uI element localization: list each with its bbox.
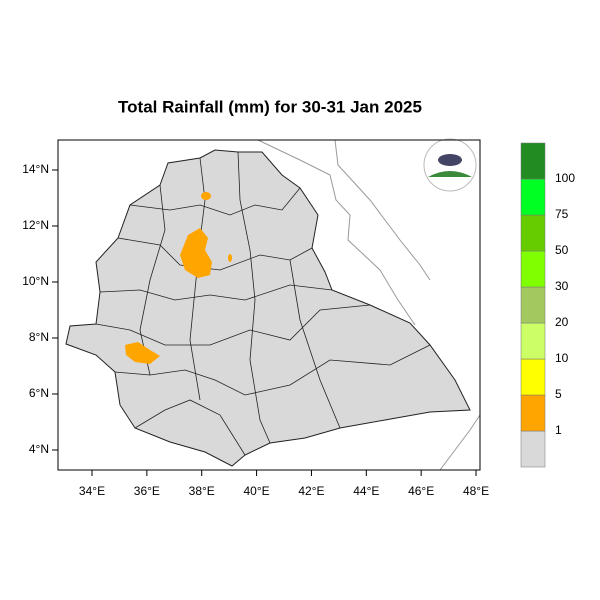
map-title: Total Rainfall (mm) for 30-31 Jan 2025 bbox=[118, 97, 422, 116]
region-border bbox=[289, 259, 341, 429]
legend-label: 5 bbox=[555, 387, 562, 401]
y-tick-label: 4°N bbox=[29, 442, 49, 456]
legend-swatch bbox=[520, 430, 546, 468]
rainfall-patches bbox=[125, 192, 232, 364]
agency-logo bbox=[423, 138, 477, 192]
region-border bbox=[237, 151, 271, 444]
region-border bbox=[134, 399, 246, 456]
neighbor-border bbox=[257, 139, 416, 326]
map-ticks: 34°E 36°E 38°E 40°E 42°E 44°E 46°E 48°E 4°N 6°N 8°… bbox=[22, 162, 489, 498]
y-tick-label: 8°N bbox=[29, 330, 49, 344]
rain-patch bbox=[201, 192, 211, 200]
legend-label: 10 bbox=[555, 351, 569, 365]
legend-swatch bbox=[520, 358, 546, 396]
legend-label: 1 bbox=[555, 423, 562, 437]
legend-label: 75 bbox=[555, 207, 569, 221]
region-border bbox=[114, 344, 431, 396]
legend-label: 100 bbox=[555, 171, 575, 185]
rain-patch bbox=[180, 228, 212, 278]
region-border bbox=[99, 284, 333, 301]
legend-swatch bbox=[520, 286, 546, 324]
legend-swatch bbox=[520, 250, 546, 288]
region-border bbox=[95, 304, 371, 346]
y-tick-label: 6°N bbox=[29, 386, 49, 400]
neighbor-border bbox=[439, 414, 481, 471]
legend-swatch bbox=[520, 142, 546, 180]
x-tick-label: 34°E bbox=[79, 484, 105, 498]
neighbor-border bbox=[334, 139, 431, 281]
x-tick-label: 36°E bbox=[134, 484, 160, 498]
legend-label: 50 bbox=[555, 243, 569, 257]
y-tick-label: 12°N bbox=[22, 218, 49, 232]
x-tick-label: 46°E bbox=[408, 484, 434, 498]
legend-label: 30 bbox=[555, 279, 569, 293]
y-tick-label: 14°N bbox=[22, 162, 49, 176]
region-border bbox=[129, 187, 301, 216]
x-tick-label: 44°E bbox=[353, 484, 379, 498]
map-area bbox=[57, 138, 481, 471]
legend-swatch bbox=[520, 394, 546, 432]
legend: 1 5 10 20 30 50 75 100 bbox=[520, 142, 575, 468]
country-outline bbox=[65, 149, 471, 467]
rain-patch bbox=[228, 254, 232, 262]
map-frame bbox=[57, 139, 481, 471]
region-border bbox=[139, 184, 166, 376]
legend-swatch bbox=[520, 214, 546, 252]
legend-label: 20 bbox=[555, 315, 569, 329]
rain-patch bbox=[125, 342, 160, 364]
y-tick-label: 10°N bbox=[22, 274, 49, 288]
x-tick-label: 38°E bbox=[189, 484, 215, 498]
x-tick-label: 40°E bbox=[244, 484, 270, 498]
legend-swatch bbox=[520, 178, 546, 216]
x-tick-label: 42°E bbox=[298, 484, 324, 498]
x-tick-label: 48°E bbox=[463, 484, 489, 498]
legend-swatch bbox=[520, 322, 546, 360]
